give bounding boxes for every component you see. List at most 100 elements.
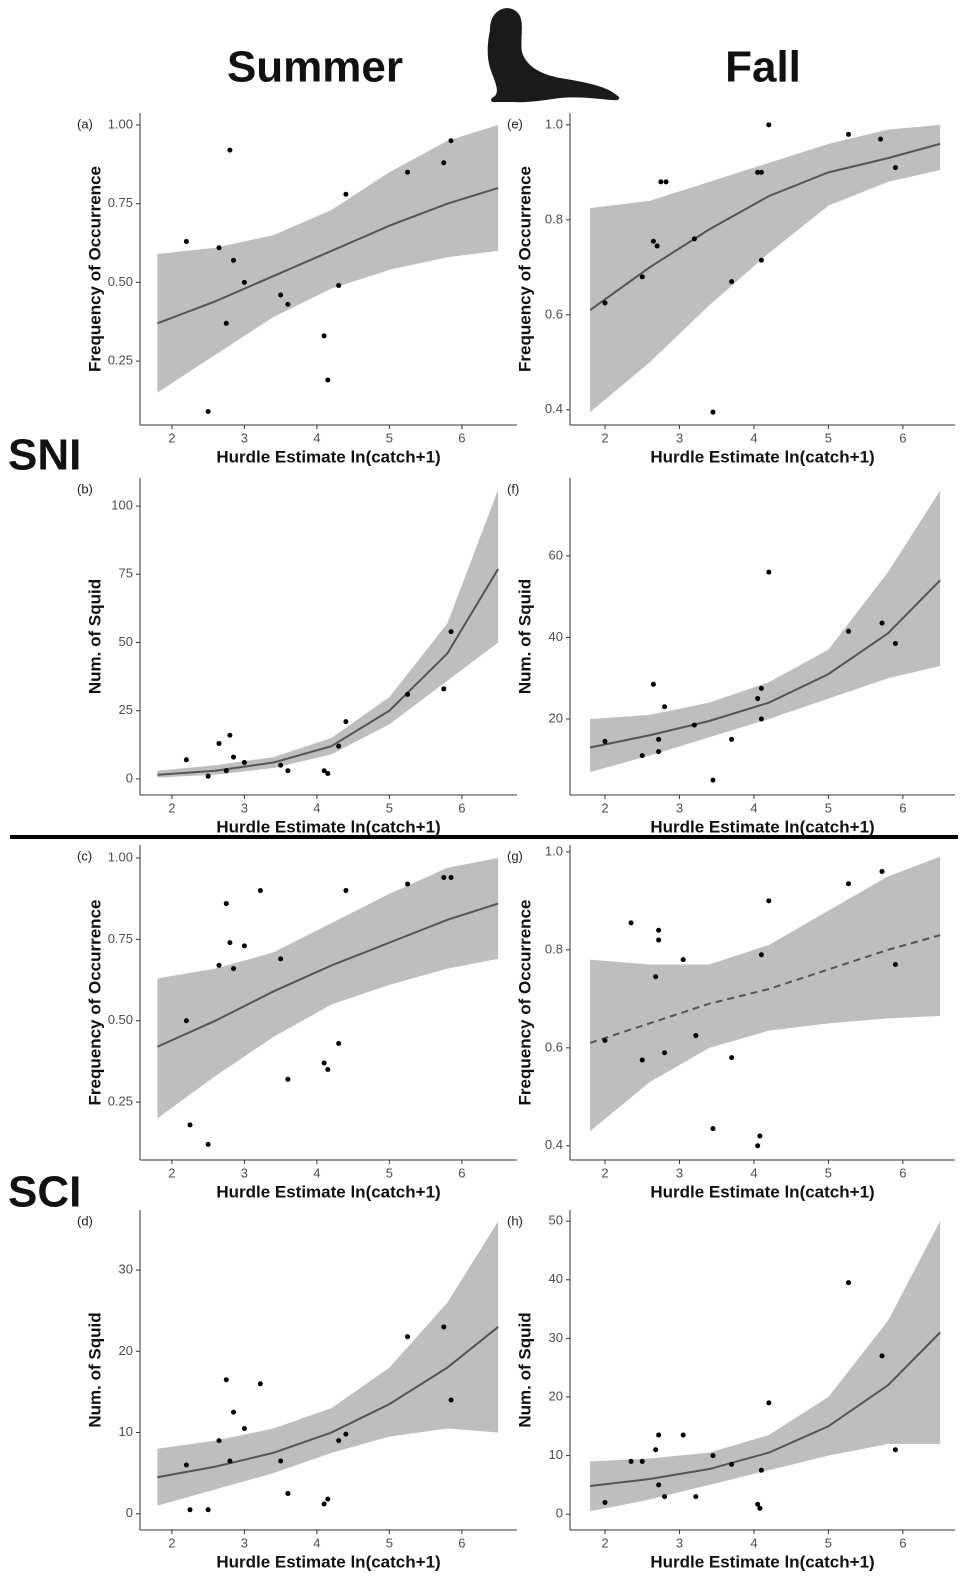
y-tick-label: 40 xyxy=(549,1271,563,1286)
x-tick-label: 4 xyxy=(313,430,320,445)
x-tick-label: 6 xyxy=(899,1165,906,1180)
x-tick-label: 4 xyxy=(313,1535,320,1550)
data-point xyxy=(241,1425,247,1431)
x-tick-label: 2 xyxy=(168,1535,175,1550)
data-point xyxy=(656,1432,662,1438)
y-tick-label: 30 xyxy=(119,1262,133,1277)
panel-label: (f) xyxy=(507,481,519,496)
data-point xyxy=(729,1461,735,1467)
data-point xyxy=(693,1494,699,1500)
panel-label: (a) xyxy=(77,116,93,131)
y-axis-title: Num. of Squid xyxy=(515,579,534,694)
data-point xyxy=(325,1496,331,1502)
y-tick-label: 0 xyxy=(126,770,133,785)
data-point xyxy=(653,1447,659,1453)
x-tick-label: 3 xyxy=(676,1165,683,1180)
y-axis-title: Frequency of Occurrence xyxy=(515,900,534,1106)
data-point xyxy=(757,1505,763,1511)
sea-lion-icon xyxy=(487,8,620,103)
data-point xyxy=(441,686,447,692)
data-point xyxy=(766,1400,772,1406)
panel-label: (c) xyxy=(77,848,92,863)
y-tick-label: 1.0 xyxy=(545,843,563,858)
data-point xyxy=(448,138,454,144)
data-point xyxy=(205,773,211,779)
data-point xyxy=(448,629,454,635)
y-tick-label: 50 xyxy=(549,1213,563,1228)
y-tick-label: 0.8 xyxy=(545,211,563,226)
data-point xyxy=(336,1041,342,1047)
y-tick-label: 1.00 xyxy=(108,116,133,131)
data-point xyxy=(602,1499,608,1505)
y-tick-label: 0.25 xyxy=(108,1094,133,1109)
data-point xyxy=(757,1133,763,1139)
data-point xyxy=(241,760,247,766)
y-tick-label: 10 xyxy=(119,1424,133,1439)
y-axis-title: Frequency of Occurrence xyxy=(85,166,104,372)
data-point xyxy=(656,736,662,742)
data-point xyxy=(658,179,664,185)
data-point xyxy=(231,257,237,263)
data-point xyxy=(729,736,735,742)
data-point xyxy=(710,777,716,783)
data-point xyxy=(680,1432,686,1438)
fit-line xyxy=(156,902,499,1048)
y-tick-label: 30 xyxy=(549,1330,563,1345)
data-point xyxy=(183,1462,189,1468)
data-point xyxy=(325,1067,331,1073)
data-point xyxy=(602,1037,608,1043)
panel-label: (e) xyxy=(507,116,523,131)
y-tick-label: 40 xyxy=(549,629,563,644)
x-axis-title: Hurdle Estimate ln(catch+1) xyxy=(216,447,440,466)
x-tick-label: 4 xyxy=(313,1165,320,1180)
data-point xyxy=(231,966,237,972)
column-label: Fall xyxy=(725,43,801,92)
y-axis-title: Num. of Squid xyxy=(85,1312,104,1427)
x-tick-label: 5 xyxy=(386,1165,393,1180)
x-axis-title: Hurdle Estimate ln(catch+1) xyxy=(650,447,874,466)
y-tick-label: 1.00 xyxy=(108,849,133,864)
fit-line xyxy=(589,142,941,311)
data-point xyxy=(278,1458,284,1464)
data-point xyxy=(650,238,656,244)
y-tick-label: 20 xyxy=(119,1343,133,1358)
data-point xyxy=(602,738,608,744)
data-point xyxy=(231,754,237,760)
data-point xyxy=(227,940,233,946)
confidence-band xyxy=(590,1221,941,1512)
data-point xyxy=(187,1507,193,1513)
data-point xyxy=(758,1467,764,1473)
fit-line xyxy=(589,579,941,749)
data-point xyxy=(285,1490,291,1496)
x-tick-label: 5 xyxy=(386,800,393,815)
x-axis-title: Hurdle Estimate ln(catch+1) xyxy=(216,1552,440,1571)
x-tick-label: 3 xyxy=(676,1535,683,1550)
data-point xyxy=(758,716,764,722)
data-point xyxy=(656,749,662,755)
data-point xyxy=(278,956,284,962)
x-tick-label: 5 xyxy=(825,800,832,815)
data-point xyxy=(639,1057,645,1063)
data-point xyxy=(758,952,764,958)
fit-line xyxy=(157,186,499,325)
data-point xyxy=(879,1353,885,1359)
y-tick-label: 10 xyxy=(549,1447,563,1462)
x-tick-label: 6 xyxy=(899,800,906,815)
data-point xyxy=(653,974,659,980)
data-point xyxy=(766,122,772,128)
x-tick-label: 2 xyxy=(601,1165,608,1180)
data-point xyxy=(223,320,229,326)
data-point xyxy=(693,1033,699,1039)
data-point xyxy=(448,875,454,881)
data-point xyxy=(257,888,263,894)
data-point xyxy=(892,962,898,968)
data-point xyxy=(628,920,634,926)
x-tick-label: 3 xyxy=(241,800,248,815)
data-point xyxy=(639,1458,645,1464)
data-point xyxy=(227,732,233,738)
x-tick-label: 5 xyxy=(825,430,832,445)
data-point xyxy=(343,1431,349,1437)
data-point xyxy=(680,957,686,963)
data-point xyxy=(755,696,761,702)
y-tick-label: 0.6 xyxy=(545,1039,563,1054)
